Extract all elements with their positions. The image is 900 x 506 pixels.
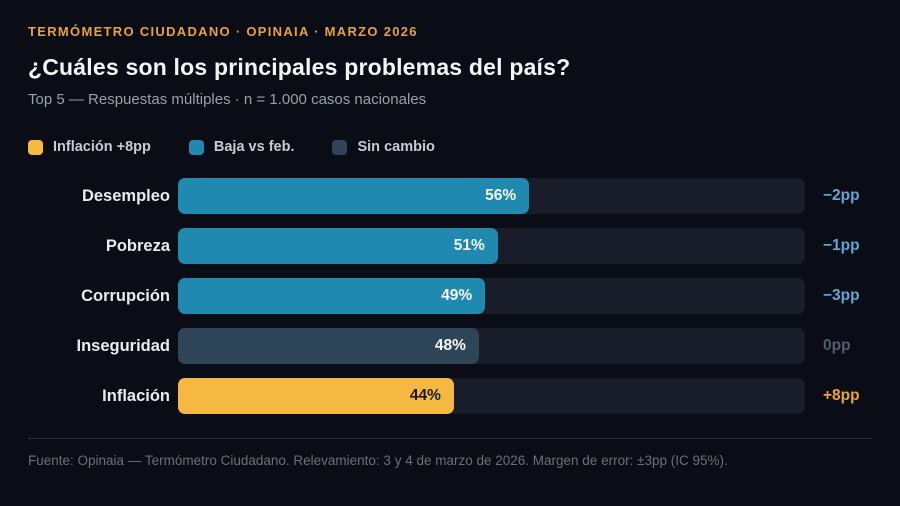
bar-row: Pobreza 51% −1pp: [28, 228, 872, 264]
change-vs-previous: +8pp: [823, 387, 860, 404]
category-label: Corrupción: [81, 286, 170, 305]
bar-row: Inflación 44% +8pp: [28, 378, 872, 414]
bar-row: Inseguridad 48% 0pp: [28, 328, 872, 364]
bar-row: Desempleo 56% −2pp: [28, 178, 872, 214]
bar: 48%: [178, 328, 479, 364]
legend-item: Baja vs feb.: [188, 139, 295, 155]
bar-track: 48%: [178, 328, 805, 364]
legend-label: Sin cambio: [357, 139, 435, 155]
bar-track: 44%: [178, 378, 805, 414]
category-label: Inseguridad: [76, 336, 170, 355]
category-label: Inflación: [102, 386, 170, 405]
chart-subtitle: Top 5 — Respuestas múltiples · n = 1.000…: [28, 91, 427, 108]
bar-row: Corrupción 49% −3pp: [28, 278, 872, 314]
legend: Inflación +8pp Baja vs feb. Sin cambio: [28, 139, 872, 155]
bar: 56%: [178, 178, 530, 214]
bar: 49%: [178, 278, 486, 314]
change-vs-previous: 0pp: [823, 337, 851, 354]
change-vs-previous: −2pp: [823, 187, 860, 204]
legend-swatch-icon: [188, 139, 204, 155]
legend-swatch-icon: [332, 139, 348, 155]
legend-item: Sin cambio: [332, 139, 435, 155]
bar-value-label: 51%: [453, 237, 485, 254]
bar-track: 56%: [178, 178, 805, 214]
eyebrow-kicker: TERMÓMETRO CIUDADANO · OPINAIA · MARZO 2…: [28, 24, 418, 39]
bar: 44%: [178, 378, 454, 414]
change-vs-previous: −3pp: [823, 287, 860, 304]
legend-label: Baja vs feb.: [213, 139, 295, 155]
legend-label: Inflación +8pp: [53, 139, 151, 155]
page-title: ¿Cuáles son los principales problemas de…: [28, 54, 571, 80]
legend-item: Inflación +8pp: [28, 139, 151, 155]
change-vs-previous: −1pp: [823, 237, 860, 254]
bar-chart: Desempleo 56% −2pp Pobreza 51% −1pp Corr…: [28, 178, 872, 414]
bar-value-label: 56%: [485, 187, 517, 204]
footer: Fuente: Opinaia — Termómetro Ciudadano. …: [28, 438, 872, 468]
legend-swatch-icon: [28, 139, 43, 155]
bar: 51%: [178, 228, 498, 264]
bar-track: 49%: [178, 278, 805, 314]
source-note: Fuente: Opinaia — Termómetro Ciudadano. …: [28, 453, 728, 468]
bar-value-label: 44%: [409, 387, 441, 404]
footer-divider: [28, 438, 872, 439]
bar-value-label: 49%: [441, 287, 473, 304]
bar-value-label: 48%: [434, 337, 466, 354]
bar-track: 51%: [178, 228, 805, 264]
category-label: Pobreza: [105, 236, 170, 255]
category-label: Desempleo: [81, 186, 170, 205]
